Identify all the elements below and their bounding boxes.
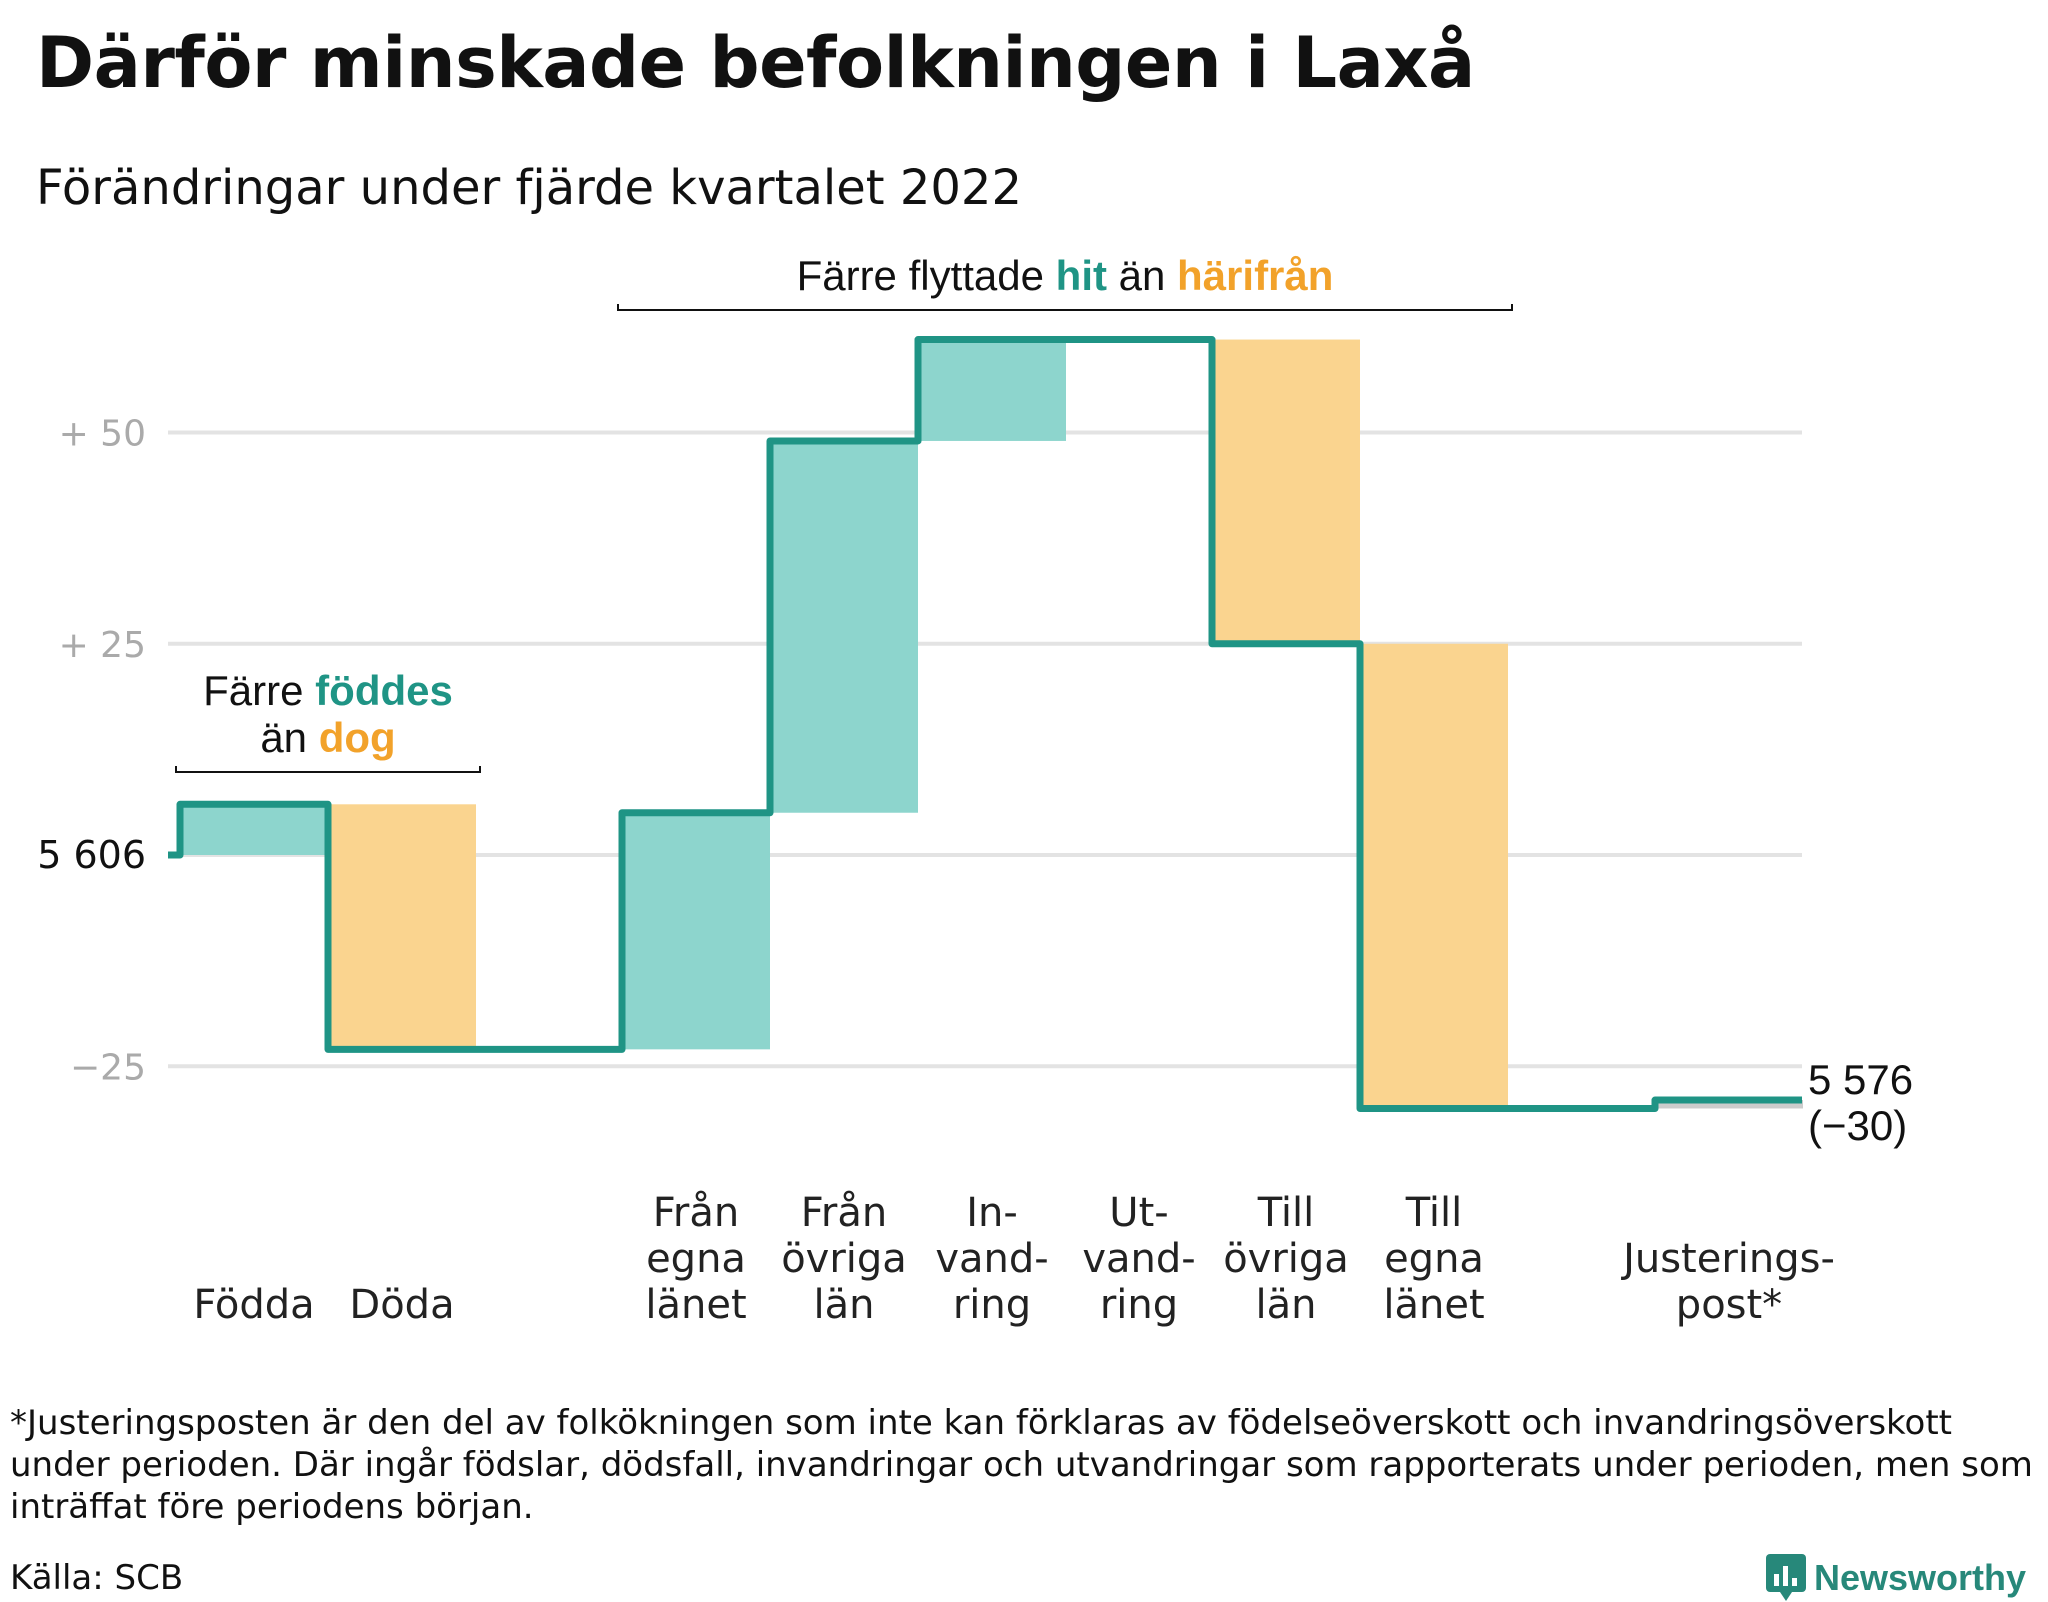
x-axis-label: In- bbox=[966, 1190, 1018, 1236]
end-label-group: 5 576(−30) bbox=[1808, 1056, 1913, 1149]
brand-name: Newsworthy bbox=[1814, 1557, 2027, 1598]
x-axis-label: län bbox=[1256, 1282, 1317, 1328]
x-axis-label: övriga bbox=[1223, 1236, 1349, 1282]
y-tick-label: + 25 bbox=[59, 625, 146, 666]
y-tick-label: −25 bbox=[70, 1047, 146, 1088]
brand-logo: Newsworthy bbox=[1766, 1554, 2026, 1602]
x-axis-label: Från bbox=[801, 1190, 887, 1236]
start-value-label: 5 606 bbox=[37, 833, 146, 877]
end-change-label: (−30) bbox=[1808, 1102, 1907, 1149]
x-axis-label: ring bbox=[1100, 1282, 1178, 1328]
x-axis-label: övriga bbox=[781, 1236, 907, 1282]
annotation-text: än dog bbox=[260, 714, 395, 761]
newsworthy-logo-icon bbox=[1766, 1554, 1806, 1601]
footnote: *Justeringsposten är den del av folkökni… bbox=[10, 1403, 2033, 1527]
cumulative-step-line bbox=[168, 336, 1802, 1112]
x-axis-label: post* bbox=[1676, 1282, 1782, 1328]
chart-subtitle: Förändringar under fjärde kvartalet 2022 bbox=[36, 160, 1022, 216]
step-line bbox=[168, 336, 1802, 1112]
bars bbox=[180, 339, 1803, 1109]
x-axis-label: ring bbox=[953, 1282, 1031, 1328]
bar-justeringspost bbox=[1655, 1100, 1803, 1109]
y-axis-ticks: 5 606 + 50 + 25 −25 bbox=[37, 414, 146, 1089]
bar-tillövrigalän bbox=[1212, 339, 1360, 644]
bar-frånövrigalän bbox=[770, 440, 918, 813]
bar-döda bbox=[328, 804, 476, 1050]
x-axis-label: Justerings- bbox=[1620, 1236, 1835, 1282]
end-value-label: 5 576 bbox=[1808, 1056, 1913, 1103]
annotation-text: Färre flyttade hit än härifrån bbox=[797, 252, 1334, 299]
x-axis-label: vand- bbox=[1082, 1236, 1195, 1282]
x-axis-label: Till bbox=[1257, 1190, 1315, 1236]
y-tick-label: + 50 bbox=[59, 414, 146, 455]
bar-tillegnalänet bbox=[1360, 643, 1508, 1109]
waterfall-chart: 5 606+ 50+ 25−25 Födda DödaFrånegnalänetF… bbox=[37, 252, 1913, 1328]
x-axis-label: länet bbox=[645, 1282, 746, 1328]
x-axis-label: län bbox=[814, 1282, 875, 1328]
x-axis-label: Döda bbox=[349, 1282, 454, 1328]
x-axis-label: Födda bbox=[193, 1282, 314, 1328]
x-axis-label: egna bbox=[1384, 1236, 1484, 1282]
annotation-bracket bbox=[617, 304, 1513, 311]
bar-födda bbox=[180, 804, 328, 855]
bar-invandring bbox=[918, 339, 1066, 441]
annotation-bracket bbox=[175, 766, 481, 773]
x-axis-label: Till bbox=[1405, 1190, 1463, 1236]
x-axis-label: Från bbox=[653, 1190, 739, 1236]
x-axis-label: vand- bbox=[935, 1236, 1048, 1282]
bar-frånegnalänet bbox=[622, 812, 770, 1050]
x-axis-label: Ut- bbox=[1109, 1190, 1168, 1236]
annotation-text: Färre föddes bbox=[203, 667, 453, 714]
source-note: Källa: SCB bbox=[10, 1558, 184, 1598]
chart-title: Därför minskade befolkningen i Laxå bbox=[36, 22, 1475, 104]
x-axis-labels: Födda DödaFrånegnalänetFrånövrigalänIn-va… bbox=[193, 1190, 1835, 1328]
x-axis-label: egna bbox=[646, 1236, 746, 1282]
x-axis-label: länet bbox=[1383, 1282, 1484, 1328]
